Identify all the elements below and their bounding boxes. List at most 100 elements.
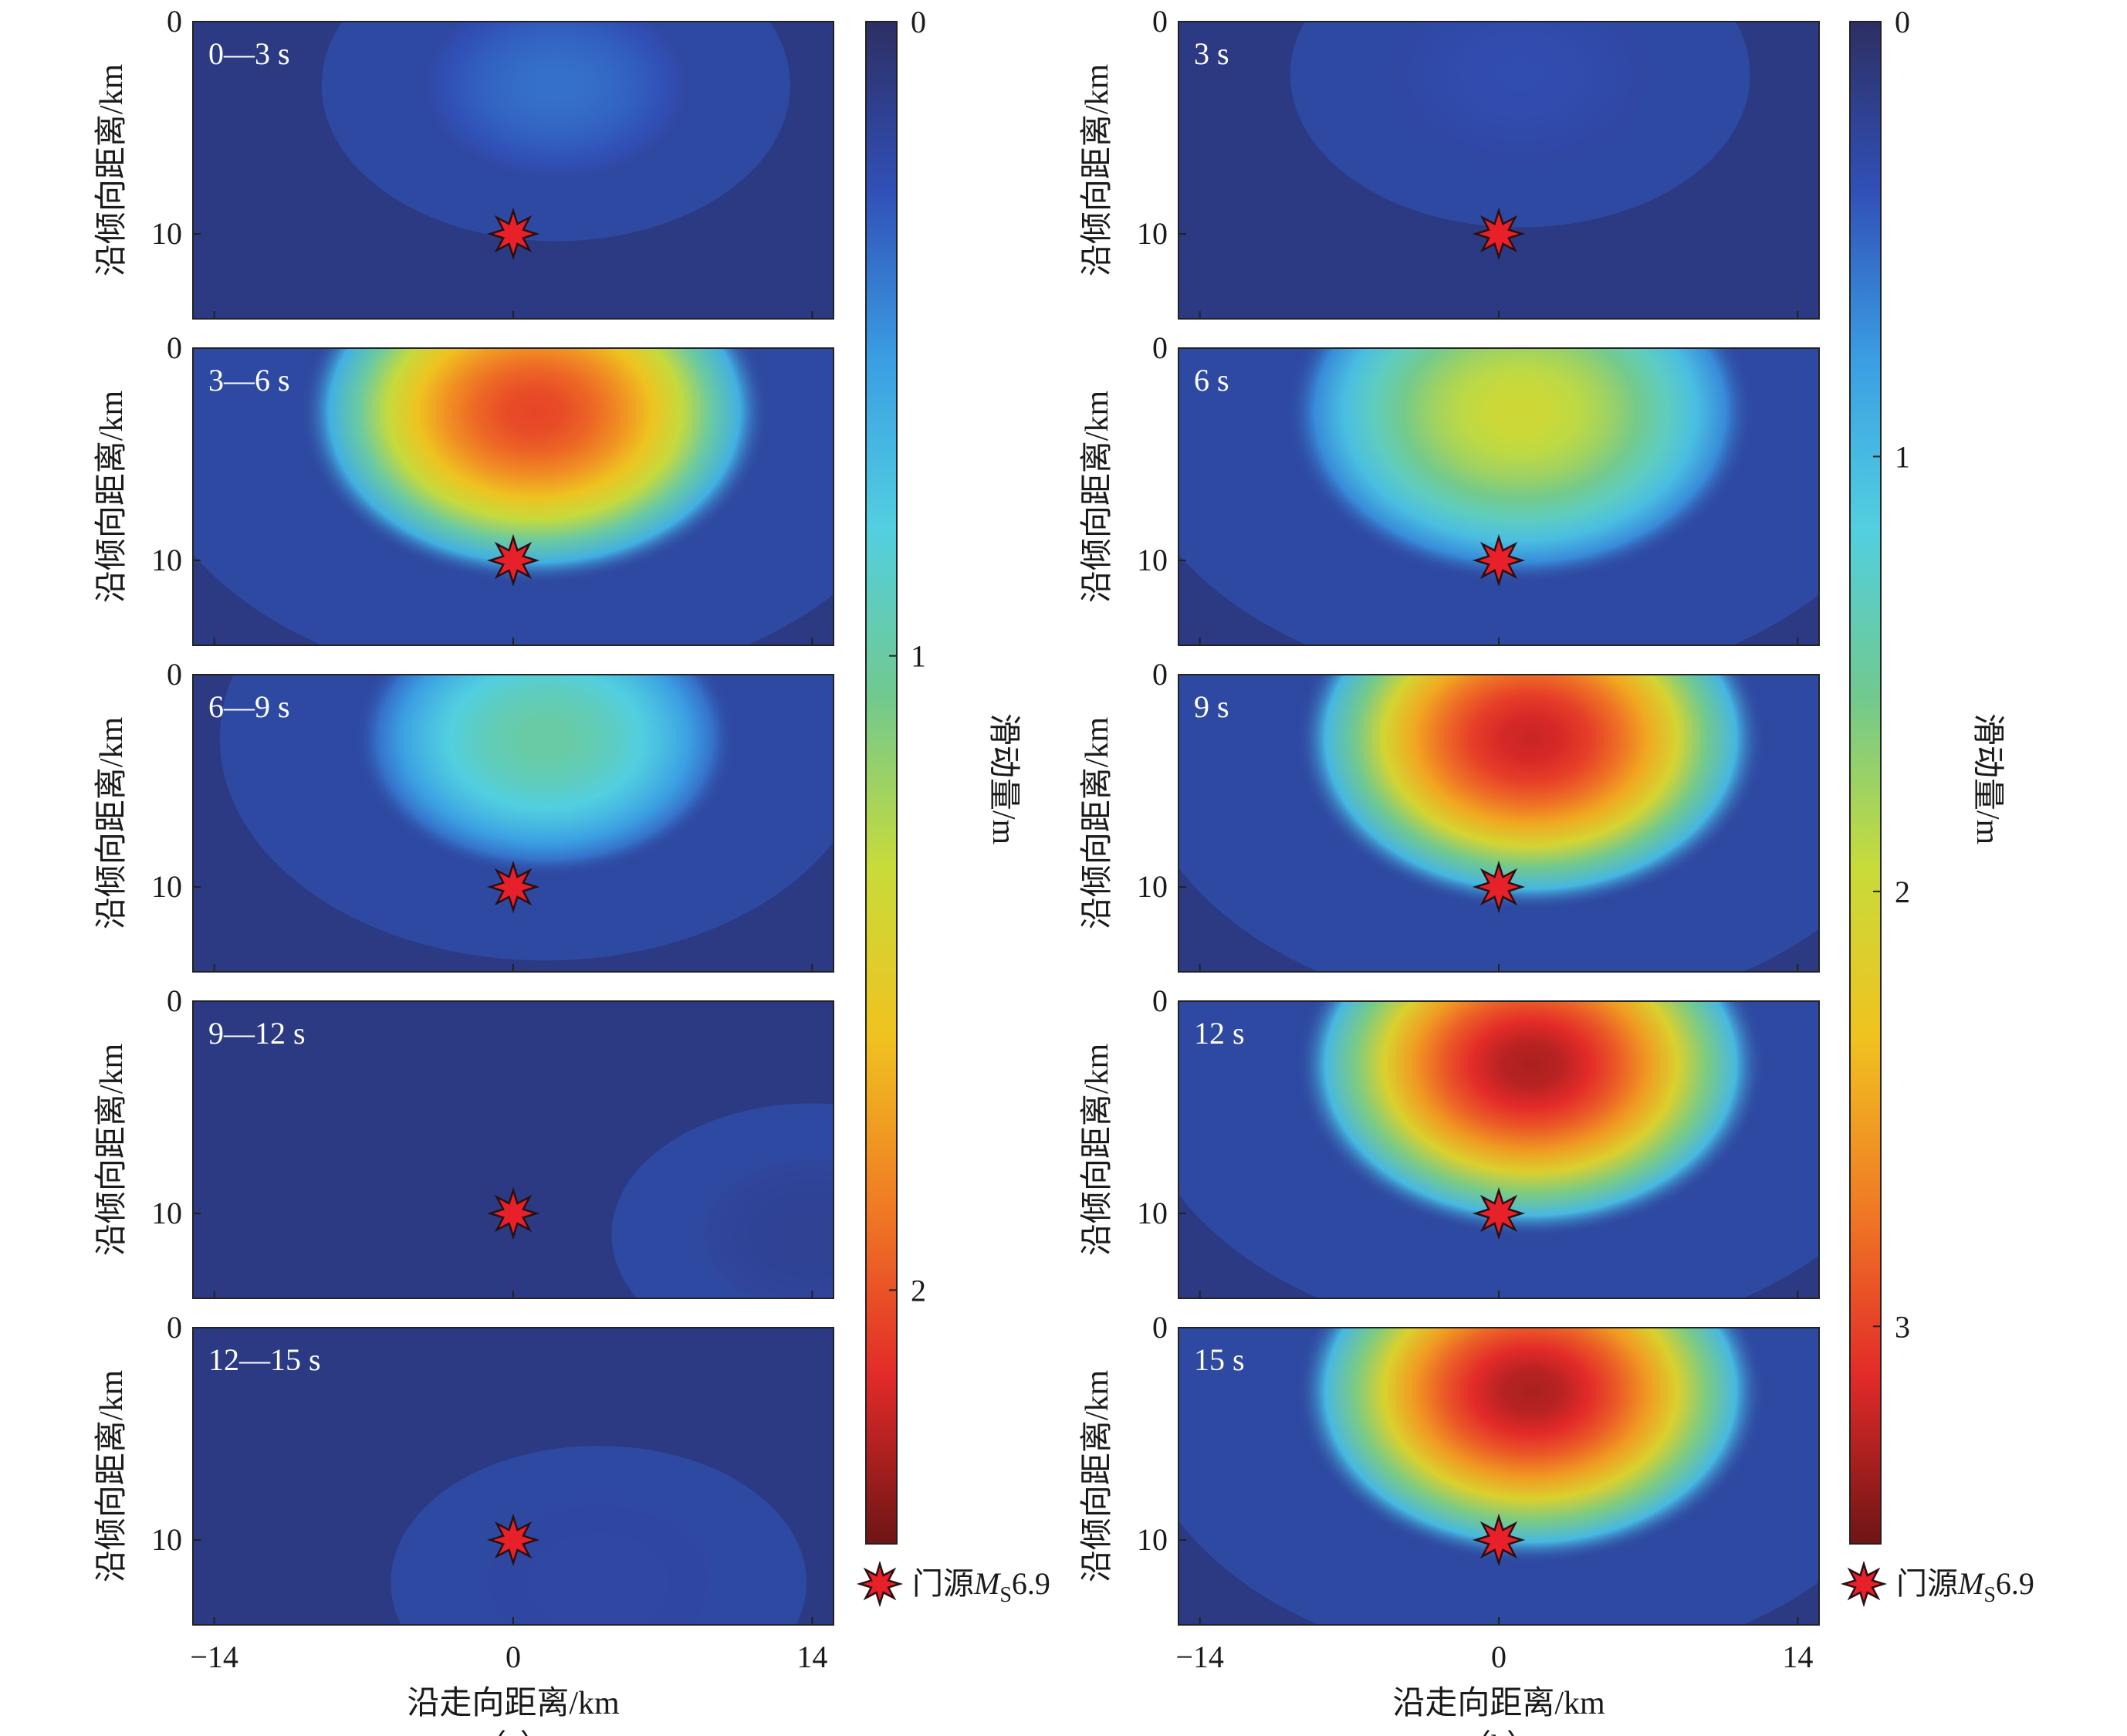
y-tick-label: 10 xyxy=(151,869,182,904)
y-axis-title: 沿倾向距离/km xyxy=(1079,1044,1115,1257)
legend-text-b: 门源MS6.9 xyxy=(1896,1566,2034,1607)
y-axis-title: 沿倾向距离/km xyxy=(93,1044,130,1257)
slip-patch xyxy=(611,1103,834,1298)
slip-core xyxy=(1296,1328,1766,1564)
y-axis-title: 沿倾向距离/km xyxy=(1079,717,1115,930)
hypocenter-star-icon xyxy=(1472,1513,1526,1567)
colorbar: 0 1 2 滑动量/m xyxy=(865,5,1021,1545)
y-axis-title: 沿倾向距离/km xyxy=(1079,391,1115,604)
y-axis-title: 沿倾向距离/km xyxy=(1079,64,1115,277)
slip-panel: 0 10 沿倾向距离/km 9 s xyxy=(1079,657,1820,973)
slip-panel: 0 10 沿倾向距离/km 12—15 s xyxy=(93,1310,834,1626)
panel-time-label: 12 s xyxy=(1194,1016,1245,1051)
y-axis-title: 沿倾向距离/km xyxy=(93,717,130,930)
subfigure-caption: （a） xyxy=(475,1728,551,1736)
y-tick-label: 10 xyxy=(1137,869,1168,904)
panel-time-label: 3 s xyxy=(1194,36,1229,71)
slip-patch xyxy=(1290,22,1750,228)
slip-patch xyxy=(1178,348,1819,645)
slip-core xyxy=(694,1152,834,1298)
y-axis-title: 沿倾向距离/km xyxy=(93,1370,130,1583)
y-axis-title: 沿倾向距离/km xyxy=(1079,1370,1115,1583)
legend-b: 门源MS6.9 xyxy=(1840,1560,2034,1608)
slip-patch xyxy=(391,1446,807,1625)
colorbar-gradient xyxy=(1849,21,1882,1545)
slip-patch xyxy=(1178,1328,1819,1625)
x-tick-label: 14 xyxy=(796,1640,827,1674)
legend-star-icon-b xyxy=(1840,1560,1888,1608)
colorbar-tick-label: 2 xyxy=(911,1273,926,1308)
colorbar: 0 1 2 3 滑动量/m xyxy=(1849,5,2005,1545)
x-axis-title: 沿走向距离/km xyxy=(1392,1685,1605,1721)
subfigure-caption: （b） xyxy=(1460,1728,1537,1736)
y-tick-label: 0 xyxy=(1152,4,1168,39)
colorbar-tick-label: 1 xyxy=(1895,439,1910,474)
slip-panel: 0 10 沿倾向距离/km 12 s xyxy=(1079,983,1820,1299)
slip-core xyxy=(1296,675,1766,911)
slip-panel: 0 10 沿倾向距离/km 0—3 s xyxy=(93,4,834,320)
slip-panel: 0 10 沿倾向距离/km 15 s xyxy=(1079,1310,1820,1626)
colorbar-gradient xyxy=(865,21,898,1545)
hypocenter-star-icon xyxy=(486,533,540,587)
slip-patch xyxy=(219,675,834,961)
y-tick-label: 0 xyxy=(1152,983,1168,1018)
y-tick-label: 0 xyxy=(1152,1310,1168,1345)
hypocenter-star-icon xyxy=(486,207,540,261)
hypocenter-star-icon xyxy=(486,1513,540,1567)
legend-text-a: 门源MS6.9 xyxy=(912,1566,1050,1607)
slip-core xyxy=(353,675,737,878)
slip-patch xyxy=(193,348,834,645)
y-tick-label: 0 xyxy=(167,983,182,1018)
panel-time-label: 15 s xyxy=(1194,1342,1245,1377)
panel-time-label: 9 s xyxy=(1194,689,1229,724)
y-tick-label: 10 xyxy=(151,1196,182,1230)
slip-core xyxy=(299,348,769,584)
x-tick-label: 0 xyxy=(1491,1640,1506,1674)
y-tick-label: 10 xyxy=(1137,1522,1168,1557)
panel-time-label: 3—6 s xyxy=(208,363,290,398)
slip-panel: 0 10 沿倾向距离/km 3—6 s xyxy=(93,330,834,646)
hypocenter-star-icon xyxy=(1472,1186,1526,1240)
y-tick-label: 10 xyxy=(1137,1196,1168,1230)
slip-core xyxy=(1285,348,1755,584)
panel-time-label: 9—12 s xyxy=(208,1016,306,1051)
y-axis-title: 沿倾向距离/km xyxy=(93,391,130,604)
y-tick-label: 0 xyxy=(1152,657,1168,692)
panel-time-label: 0—3 s xyxy=(208,36,290,71)
x-tick-label: −14 xyxy=(190,1640,238,1674)
panel-group-a: 0 10 沿倾向距离/km 0—3 s 0 10 沿倾向距离/km 3—6 s 0 10 沿倾向距离… xyxy=(93,4,1021,1736)
slip-panel: 0 10 沿倾向距离/km 9—12 s xyxy=(93,983,834,1299)
legend-star-icon-a xyxy=(856,1560,904,1608)
slip-core xyxy=(1385,22,1655,171)
y-tick-label: 0 xyxy=(167,1310,182,1345)
panel-time-label: 6 s xyxy=(1194,363,1229,398)
y-axis-title: 沿倾向距离/km xyxy=(93,64,130,277)
x-tick-label: 14 xyxy=(1782,1640,1813,1674)
hypocenter-star-icon xyxy=(1472,533,1526,587)
slip-panel: 0 10 沿倾向距离/km 3 s xyxy=(1079,4,1820,320)
panel-time-label: 12—15 s xyxy=(208,1342,321,1377)
colorbar-title: 滑动量/m xyxy=(986,713,1021,845)
slip-core xyxy=(418,22,694,183)
y-tick-label: 10 xyxy=(1137,543,1168,577)
legend-a: 门源MS6.9 xyxy=(856,1560,1050,1608)
hypocenter-star-icon xyxy=(1472,860,1526,914)
x-tick-label: −14 xyxy=(1175,1640,1224,1674)
slip-patch xyxy=(1178,675,1819,972)
y-tick-label: 10 xyxy=(151,216,182,251)
colorbar-tick-label: 1 xyxy=(911,639,926,674)
y-tick-label: 10 xyxy=(151,543,182,577)
colorbar-tick-label: 0 xyxy=(1895,5,1910,39)
slip-core xyxy=(1296,1001,1766,1237)
y-tick-label: 0 xyxy=(1152,330,1168,365)
hypocenter-star-icon xyxy=(1472,207,1526,261)
slip-panel: 0 10 沿倾向距离/km 6 s xyxy=(1079,330,1820,646)
y-tick-label: 10 xyxy=(151,1522,182,1557)
slip-patch xyxy=(1178,1001,1819,1298)
hypocenter-star-icon xyxy=(486,1186,540,1240)
colorbar-tick-label: 0 xyxy=(911,5,926,39)
slip-patch xyxy=(321,22,790,242)
slip-panel: 0 10 沿倾向距离/km 6—9 s xyxy=(93,657,834,973)
